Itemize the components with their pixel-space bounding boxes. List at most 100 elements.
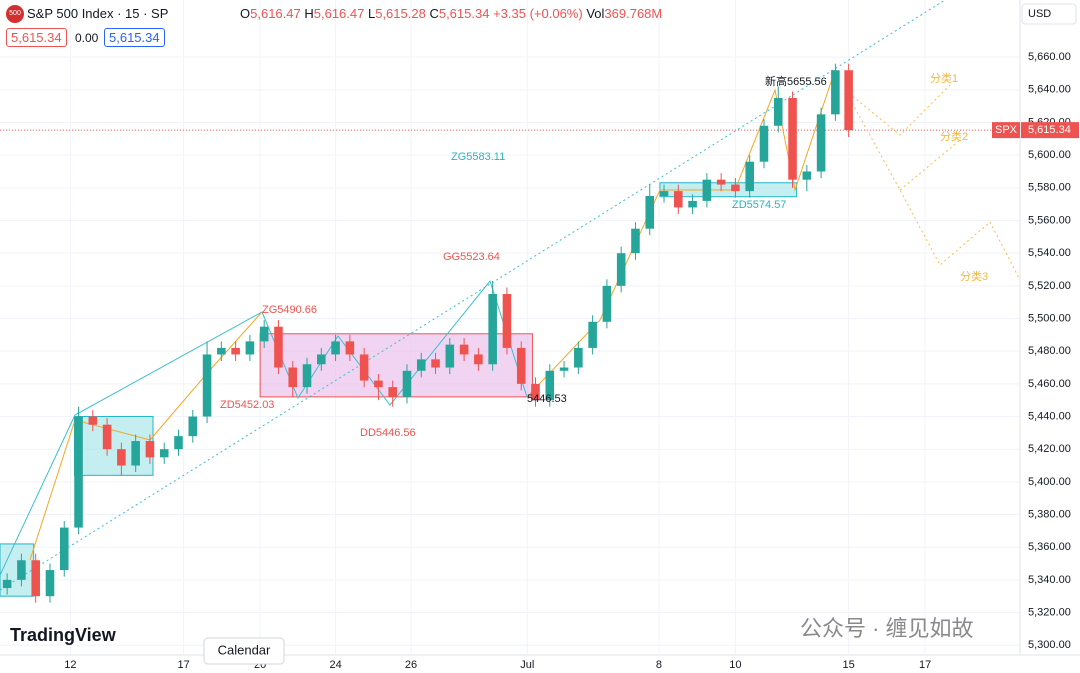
candle-body [559, 367, 569, 371]
candle-body [488, 294, 497, 365]
value: 5,615.34 [438, 6, 490, 21]
y-tick-label: 5,440.00 [1028, 410, 1071, 422]
candle-body [531, 383, 540, 401]
x-tick-label: 15 [843, 659, 855, 671]
zones [0, 182, 798, 597]
label: O [240, 6, 251, 21]
candle-body [59, 527, 69, 571]
stroke-path [0, 279, 528, 576]
candle-body [773, 98, 783, 126]
y-tick-label: 5,360.00 [1028, 541, 1071, 553]
annotation: ZD5452.03 [220, 399, 274, 411]
candle-body [831, 70, 840, 115]
annotation: DD5446.56 [360, 427, 416, 439]
calendar-tooltip[interactable] [203, 637, 285, 665]
candle-body [702, 179, 712, 201]
y-tick-label: 5,380.00 [1028, 508, 1071, 520]
x-tick-label: 17 [177, 659, 189, 671]
candle-body [602, 285, 612, 322]
candle-body [102, 424, 112, 450]
candle-body [445, 344, 455, 368]
candle-body [788, 98, 797, 180]
candle-body [474, 354, 483, 365]
candle-body [374, 380, 383, 388]
candle-body [745, 161, 754, 192]
x-tick-label: 24 [329, 659, 341, 671]
candle-body [274, 326, 283, 368]
candle-body [502, 294, 512, 348]
x-tick-label: 10 [729, 659, 741, 671]
projection [899, 139, 961, 191]
value: 5,616.47 [250, 6, 301, 21]
y-tick-label: 5,460.00 [1028, 378, 1071, 390]
y-tick-label: 5,600.00 [1028, 149, 1071, 161]
label: L [367, 6, 376, 21]
y-tick-label: 5,520.00 [1028, 280, 1071, 292]
candle-body [345, 341, 355, 355]
y-tick-label: 5,640.00 [1028, 84, 1071, 96]
candle-body [74, 416, 83, 528]
candle-body [574, 347, 583, 368]
candle-body [588, 321, 597, 348]
ask[interactable]: 5,615.34 [104, 28, 165, 47]
brand: TradingView [10, 625, 117, 645]
y-tick-label: 5,420.00 [1028, 443, 1071, 455]
candle-body [2, 579, 12, 589]
y-tick-label: 5,300.00 [1028, 639, 1071, 651]
candle-body [716, 179, 726, 185]
last-price-label: 5,615.34 [1028, 124, 1071, 136]
candle-body [245, 341, 255, 355]
candle-body [131, 441, 140, 466]
value: 369.768M [604, 6, 663, 21]
y-tick-label: 5,320.00 [1028, 606, 1071, 618]
candles [2, 63, 853, 603]
watermark: 公众号 · 缠见如故 [800, 616, 974, 641]
candle-body [631, 228, 640, 254]
candle-body [359, 354, 369, 381]
candle-body [731, 184, 740, 192]
candle-body [388, 387, 397, 397]
candle-body [545, 370, 555, 401]
candle-body [688, 200, 697, 208]
candle-body [759, 125, 769, 162]
candle-body [802, 171, 812, 180]
annotation: ZD5574.57 [732, 199, 786, 211]
grid [0, 0, 1020, 655]
y-tick-label: 5,500.00 [1028, 312, 1071, 324]
calendar: Calendar [218, 642, 271, 657]
candle-body [844, 70, 853, 131]
candle-body [259, 326, 269, 342]
y-tick-label: 5,340.00 [1028, 574, 1071, 586]
y-tick-label: 5,660.00 [1028, 51, 1071, 63]
candle-body [202, 354, 212, 417]
candle-body [217, 347, 226, 355]
candle-body [431, 359, 440, 368]
annotation: ZG5583.11 [451, 151, 505, 163]
spread: 0.00 [75, 31, 99, 45]
candle-body [45, 570, 55, 597]
candle-body [516, 347, 526, 384]
candle-body [174, 436, 183, 450]
annotation: 5446.53 [527, 393, 567, 405]
candle-body [145, 441, 155, 458]
symbol: S&P 500 Index · 15 · SP [27, 6, 169, 21]
symbol-tag: SPX [995, 124, 1018, 136]
bid[interactable]: 5,615.34 [6, 28, 67, 47]
candle-body [659, 191, 669, 197]
candle-body [31, 560, 40, 597]
candle-body [674, 191, 683, 208]
x-tick-label: 8 [656, 659, 662, 671]
value: 5,616.47 [313, 6, 365, 21]
currency-button[interactable] [1021, 3, 1077, 25]
axes: 5,300.00 5,320.00 5,340.00 5,360.00 5,380.00… [64, 51, 1079, 671]
price-tag [1021, 122, 1079, 139]
y-tick-label: 5,480.00 [1028, 345, 1071, 357]
y-tick-label: 5,580.00 [1028, 182, 1071, 194]
candle-body [645, 196, 655, 229]
annotation: ZG5490.66 [262, 304, 317, 316]
ohlc: O5,616.47 H5,616.47 L5,615.28 C5,615.34 … [240, 6, 662, 21]
candle-body [302, 364, 312, 388]
candle-body [231, 347, 240, 355]
